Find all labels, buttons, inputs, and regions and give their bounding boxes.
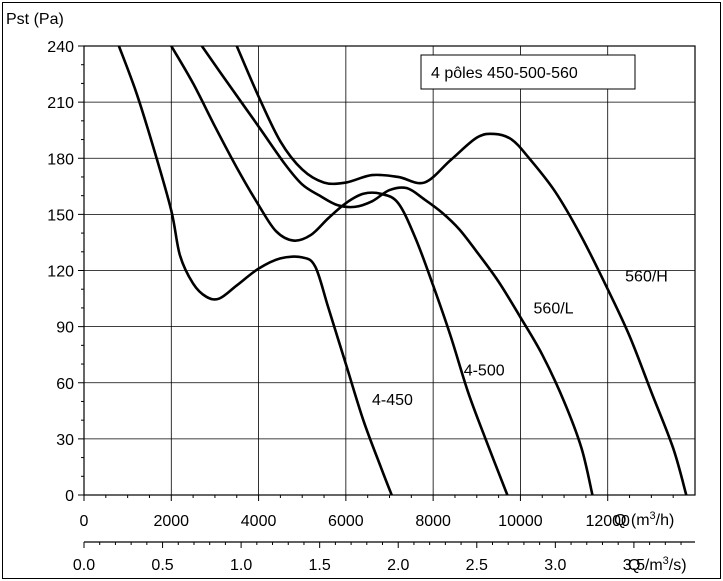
secondary-x-axis: 0.0 0.5 1.0 1.5 2.0 2.5 3.0 3.5 [73,541,695,574]
x2-tick-label: 2.5 [466,557,488,574]
x-tick-label: 6000 [328,513,364,530]
series-line-4-450 [117,46,393,495]
x-tick-label: 2000 [153,513,189,530]
x-axis-ticks: 0 2000 4000 6000 8000 10000 12000 [80,495,674,530]
x-tick-label: 12000 [585,513,630,530]
y-axis-label: Pst (Pa) [6,11,64,28]
x2-tick-label: 1.5 [309,557,331,574]
series-line-4-500 [169,46,509,495]
x-tick-label: 8000 [415,513,451,530]
x-tick-label: 10000 [498,513,543,530]
y-tick-label: 90 [56,320,74,337]
series-line-560-h [235,46,688,495]
x2-tick-label: 1.0 [230,557,252,574]
annotation-text: 4 pôles 450-500-560 [431,65,578,82]
x-tick-label: 4000 [241,513,277,530]
x-axis-label-primary: Q (m3/h) [614,510,674,529]
annotation-border [420,54,636,90]
annotation-box: 4 pôles 450-500-560 [420,54,636,90]
x2-tick-label: 0.0 [73,557,95,574]
y-tick-label: 210 [47,95,74,112]
series-group [117,46,688,495]
series-label: 560/H [625,269,668,286]
series-label: 560/L [534,301,574,318]
y-tick-label: 30 [56,432,74,449]
series-label: 4-500 [464,362,505,379]
y-tick-label: 180 [47,151,74,168]
x2-tick-label: 3.0 [544,557,566,574]
y-tick-label: 60 [56,376,74,393]
x2-tick-label: 0.5 [151,557,173,574]
y-tick-label: 150 [47,207,74,224]
y-tick-label: 0 [65,488,74,505]
series-line-560-l [200,46,594,495]
series-labels: 4-450 4-500 560/L 560/H [372,269,668,409]
series-label: 4-450 [372,392,413,409]
grid-lines [84,46,695,495]
x-tick-label: 0 [80,513,89,530]
y-tick-label: 240 [47,39,74,56]
y-tick-label: 120 [47,264,74,281]
y-axis-ticks: 0 30 60 90 120 150 180 210 240 [47,39,84,505]
x2-tick-label: 2.0 [387,557,409,574]
x2-tick-label: 3.5 [623,557,645,574]
x-axis-label-secondary: Q /m3/s) [628,555,687,574]
